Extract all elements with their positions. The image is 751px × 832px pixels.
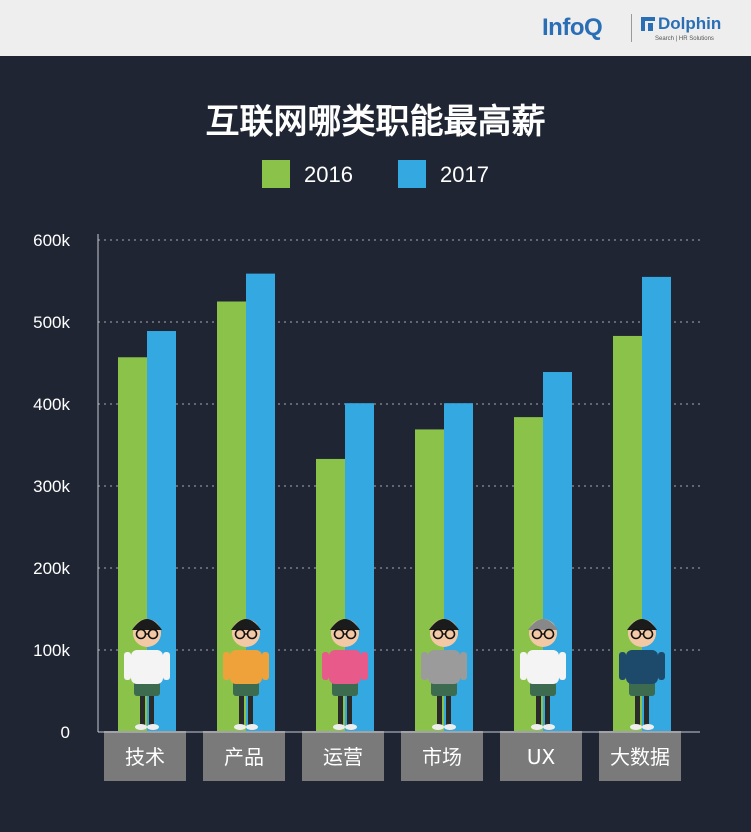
dolphin-logo: Dolphin [658, 14, 722, 33]
person-illustration [124, 619, 170, 730]
person-illustration [520, 619, 566, 730]
category-label: UX [527, 745, 556, 769]
y-tick-label: 100k [33, 641, 70, 660]
y-tick-label: 400k [33, 395, 70, 414]
dolphin-tagline: Search | HR Solutions [655, 36, 714, 42]
legend-label-2017: 2017 [440, 162, 489, 187]
legend-label-2016: 2016 [304, 162, 353, 187]
category-label-box [599, 731, 681, 781]
legend-swatch-2016 [262, 160, 290, 188]
category-label-box [203, 731, 285, 781]
y-tick-label: 200k [33, 559, 70, 578]
category-label: 技术 [125, 745, 165, 769]
legend-swatch-2017 [398, 160, 426, 188]
category-label: 运营 [323, 745, 363, 769]
y-tick-label: 500k [33, 313, 70, 332]
dolphin-logo-icon [641, 17, 655, 31]
chart-title: 互联网哪类职能最高薪 [205, 102, 546, 142]
logo-divider [631, 14, 632, 42]
person-illustration [223, 619, 269, 730]
header-bar: InfoQ Dolphin Search | HR Solutions [0, 0, 751, 56]
person-illustration [322, 619, 368, 730]
category-label: 大数据 [610, 745, 670, 769]
person-illustration [421, 619, 467, 730]
category-label: 市场 [422, 745, 462, 769]
category-label-box [500, 731, 582, 781]
category-label-box [302, 731, 384, 781]
person-illustration [619, 619, 665, 730]
y-tick-label: 0 [61, 723, 70, 742]
category-label-box [104, 731, 186, 781]
y-tick-label: 300k [33, 477, 70, 496]
category-label: 产品 [224, 745, 264, 769]
y-tick-label: 600k [33, 231, 70, 250]
infoq-logo: InfoQ [542, 14, 603, 41]
category-label-box [401, 731, 483, 781]
